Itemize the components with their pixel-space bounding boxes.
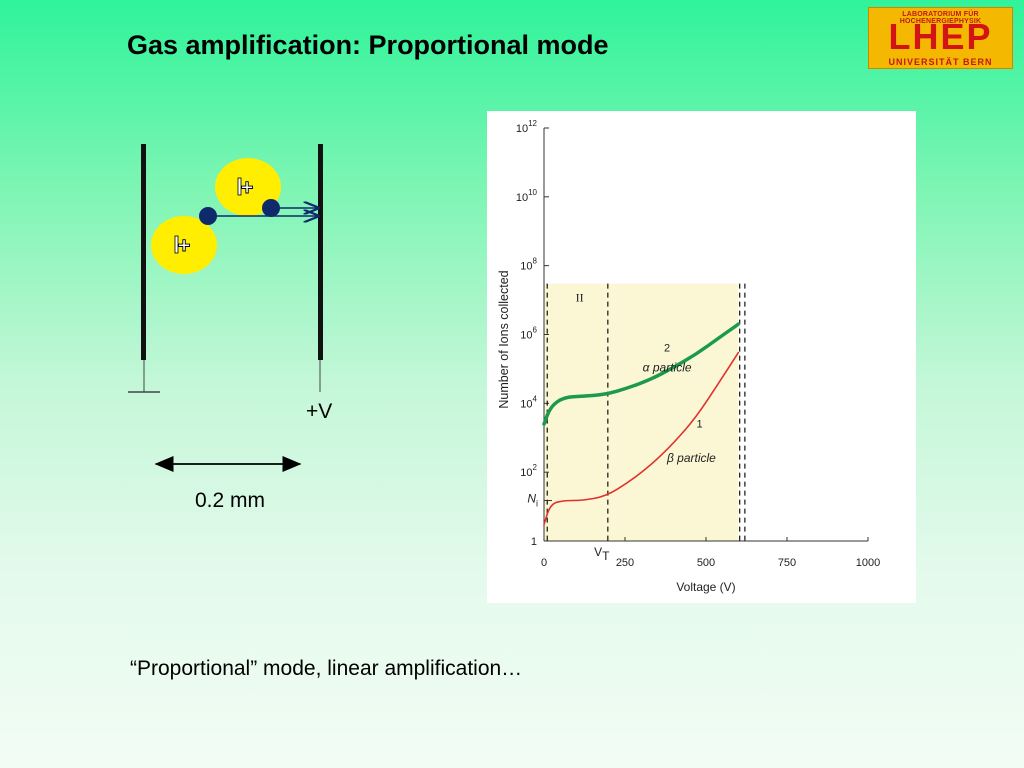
gap-label: 0.2 mm [195,489,266,512]
logo-top-text: LABORATORIUM FÜR HOCHENERGIEPHYSIK [899,11,982,25]
alpha-curve [542,322,741,426]
region-label: II [576,291,584,305]
y-tick-label: 106 [520,326,537,342]
electron [262,199,280,217]
curve-number-beta: 1 [696,418,702,430]
voltage-label: +V [306,400,333,423]
lhep-logo: LABORATORIUM FÜR HOCHENERGIEPHYSIK LHEP … [868,7,1013,69]
ion-charge-symbol: + [241,175,254,200]
ion-blob [151,216,217,274]
x-tick-label: 750 [778,557,796,569]
y-tick-label: 108 [520,257,537,273]
x-tick-label: 0 [541,557,547,569]
anode-plate [318,144,323,360]
y-tick-label: 1010 [516,188,538,204]
y-axis-label: Number of Ions collected [497,270,511,408]
threshold-label: VT [594,545,610,563]
detector-diagram: + + [128,144,323,472]
beta-particle-label: β particle [666,451,716,465]
electron [199,207,217,225]
logo-bottom-text: UNIVERSITÄT BERN [888,57,993,67]
x-tick-label: 250 [616,557,634,569]
ni-label: Ni [527,492,538,509]
y-tick-label: 1012 [516,119,538,135]
x-tick-label: 1000 [856,557,880,569]
alpha-particle-label: α particle [643,360,692,374]
slide-title: Gas amplification: Proportional mode [127,30,609,60]
y-tick-label: 104 [520,394,537,410]
ion-charge-symbol: + [178,233,191,258]
ion-marker [237,177,242,196]
ion-collection-chart: 1 102 104 106 108 1010 1012 0 250 500 750 1000 Volta… [487,111,916,603]
x-tick-label: 500 [697,557,715,569]
beta-curve [543,351,740,526]
ion-marker [174,235,179,254]
slide-caption: “Proportional” mode, linear amplificatio… [130,657,523,680]
highlight-region [544,283,739,541]
chart-svg: 1 102 104 106 108 1010 1012 0 250 500 750 1000 Volta… [497,119,880,594]
y-tick-label: 102 [520,463,537,479]
cathode-plate [141,144,146,360]
logo-main-text: LHEP [888,16,993,57]
y-tick-label: 1 [531,536,537,548]
curve-number-alpha: 2 [664,342,670,354]
ion-blob [215,158,281,216]
x-axis-label: Voltage (V) [676,580,735,594]
